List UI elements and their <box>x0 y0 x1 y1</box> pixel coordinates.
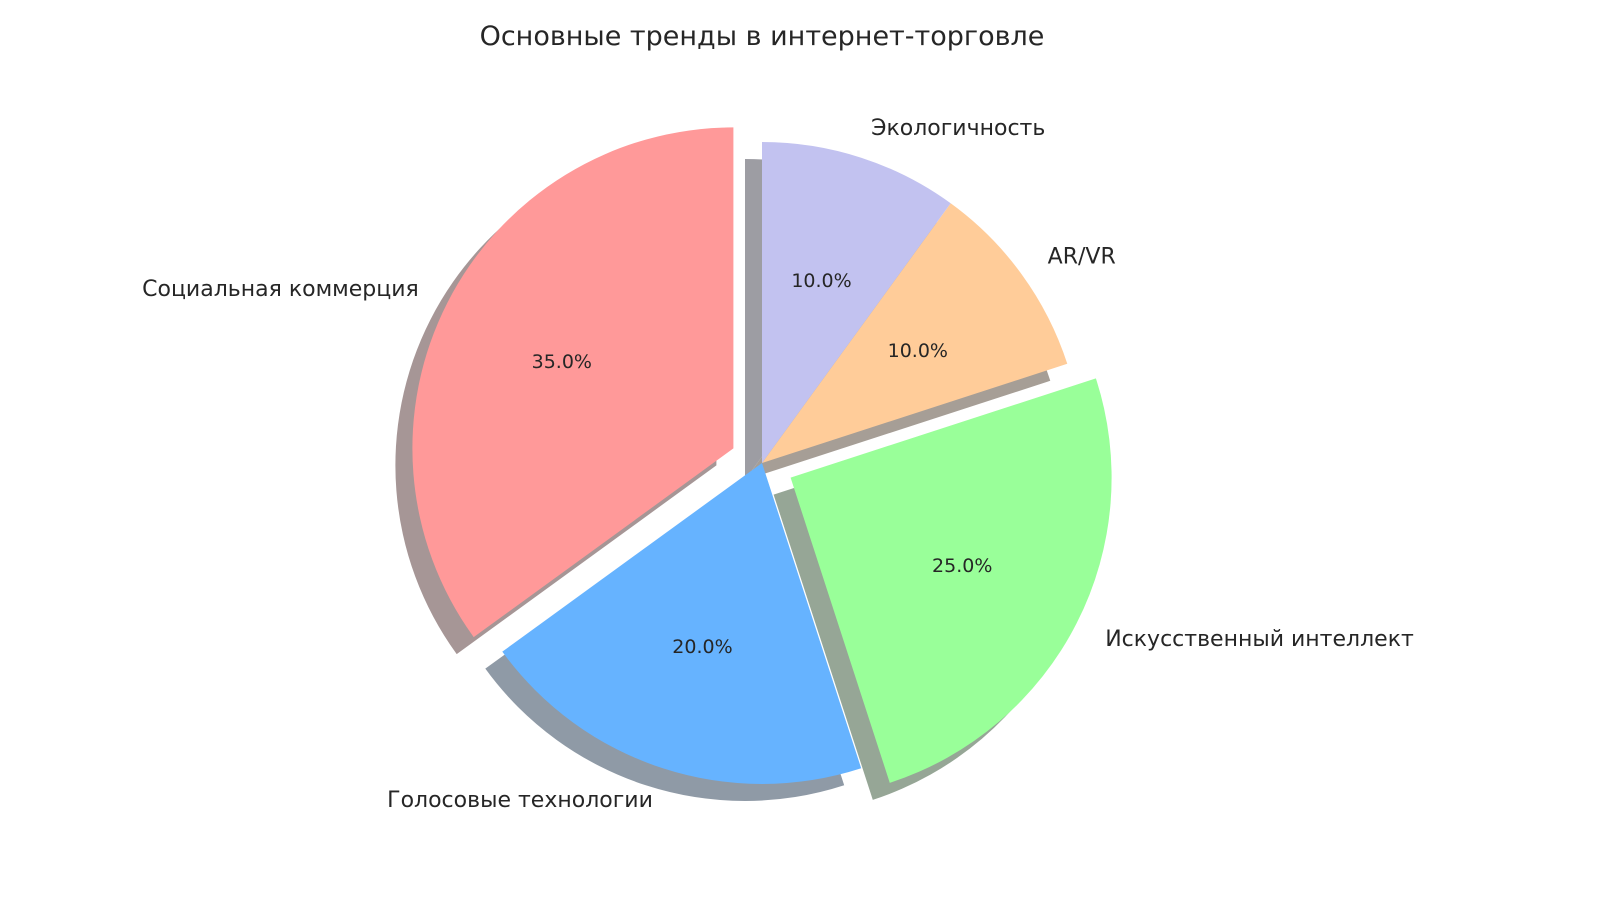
pie-slice <box>790 378 1112 783</box>
slice-percent-label: 20.0% <box>672 636 732 658</box>
slice-percent-label: 10.0% <box>888 340 948 362</box>
pie-slice <box>762 142 951 463</box>
slice-label: Социальная коммерция <box>142 277 419 302</box>
pie-slice <box>502 463 862 784</box>
slice-percent-label: 35.0% <box>532 351 592 373</box>
slice-label: Экологичность <box>871 116 1045 141</box>
slice-label: Голосовые технологии <box>387 788 653 813</box>
slice-label: AR/VR <box>1048 244 1116 269</box>
pie-slice <box>412 127 734 638</box>
pie-slice <box>762 203 1068 463</box>
labels: Социальная коммерция 35.0% Голосовые техно… <box>142 116 1414 813</box>
slice-percent-label: 25.0% <box>932 555 992 577</box>
wedges <box>412 127 1112 784</box>
slice-percent-label: 10.0% <box>791 270 851 292</box>
chart-title: Основные тренды в интернет-торговле <box>480 21 1045 52</box>
slice-label: Искусственный интеллект <box>1105 627 1414 652</box>
